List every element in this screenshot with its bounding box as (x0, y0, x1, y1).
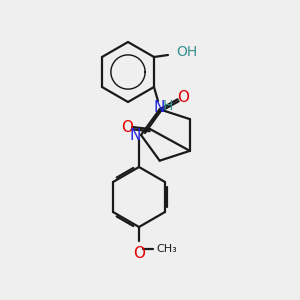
Text: N: N (129, 128, 141, 142)
Text: O: O (177, 90, 189, 105)
Text: O: O (121, 119, 133, 134)
Text: OH: OH (176, 45, 197, 59)
Text: H: H (163, 99, 173, 113)
Text: CH₃: CH₃ (156, 244, 177, 254)
Text: O: O (133, 246, 145, 261)
Text: N: N (153, 100, 165, 115)
